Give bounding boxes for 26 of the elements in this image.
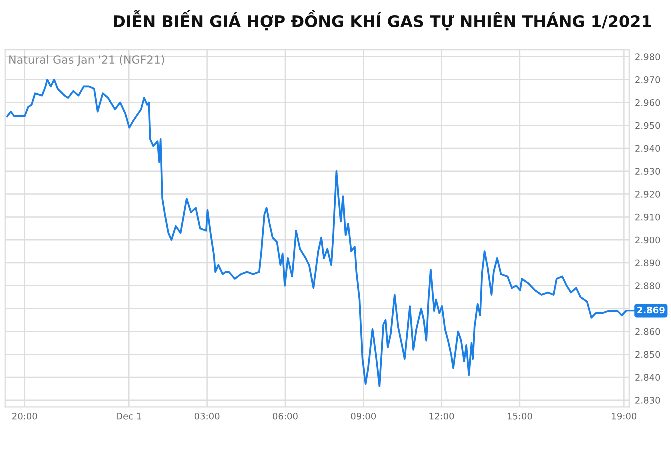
y-tick-label: 2.840 xyxy=(636,374,660,382)
y-tick-label: 2.950 xyxy=(636,122,660,130)
x-tick-label: 15:00 xyxy=(508,412,532,420)
y-tick-label: 2.920 xyxy=(636,191,660,198)
x-tick-label: 12:00 xyxy=(430,412,454,420)
y-tick-label: 2.960 xyxy=(636,99,660,106)
x-tick-label: 19:00 xyxy=(612,412,637,420)
y-tick-label: 2.970 xyxy=(636,76,660,84)
y-tick-label: 2.900 xyxy=(636,236,660,244)
x-tick-label: 09:00 xyxy=(351,412,376,420)
x-tick-label: 20:00 xyxy=(12,412,38,420)
y-tick-label: 2.830 xyxy=(636,397,660,404)
chart-subtitle: Natural Gas Jan '21 (NGF21) xyxy=(10,55,164,66)
chart-title: DIỄN BIẾN GIÁ HỢP ĐỒNG KHÍ GAS TỰ NHIÊN THÁNG 1/2021 xyxy=(114,10,652,31)
x-tick-label: Dec 1 xyxy=(116,413,142,420)
y-tick-label: 2.930 xyxy=(636,168,660,175)
y-tick-label: 2.940 xyxy=(636,145,660,152)
annotation: 2.869 xyxy=(638,306,665,314)
y-tick-label: 2.860 xyxy=(636,328,660,336)
x-tick-label: 03:00 xyxy=(194,412,220,420)
y-tick-label: 2.980 xyxy=(636,54,660,60)
y-tick-label: 2.890 xyxy=(636,260,660,267)
x-tick-label: 06:00 xyxy=(273,412,298,420)
y-tick-label: 2.910 xyxy=(636,214,660,221)
y-tick-label: 2.850 xyxy=(636,351,660,358)
y-tick-label: 2.880 xyxy=(636,282,660,290)
